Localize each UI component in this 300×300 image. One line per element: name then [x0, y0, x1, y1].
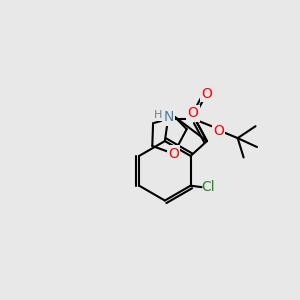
Text: O: O: [213, 124, 224, 138]
Text: O: O: [202, 86, 212, 100]
Text: N: N: [164, 110, 174, 124]
Text: O: O: [168, 147, 179, 161]
Text: O: O: [188, 106, 198, 120]
Text: H: H: [154, 110, 163, 120]
Text: Cl: Cl: [202, 180, 215, 194]
